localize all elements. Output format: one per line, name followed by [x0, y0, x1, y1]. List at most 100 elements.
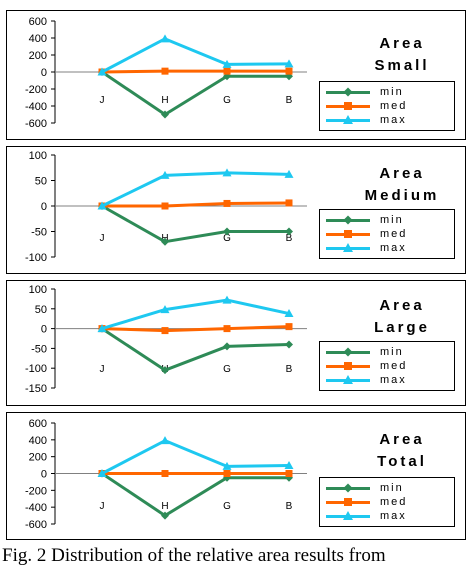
y-tick-label: -200	[25, 84, 47, 96]
legend-marker	[344, 102, 352, 110]
series-max-point	[97, 324, 107, 333]
legend-swatch-min	[326, 215, 370, 225]
legend-marker	[343, 115, 353, 124]
x-tick-label: G	[223, 95, 231, 106]
y-tick-label: 0	[41, 201, 47, 213]
series-max-point	[284, 309, 294, 318]
y-tick-label: -150	[25, 383, 47, 395]
legend-label: max	[380, 242, 407, 254]
series-med	[98, 199, 293, 210]
series-min-point	[161, 366, 169, 375]
legend-marker	[343, 511, 353, 520]
chart-panel-area-small: 600 400 200 0 -200 -400 -600 J H G B Area Small mi…	[6, 10, 466, 140]
legend-item-min: min	[326, 213, 448, 227]
legend-label: max	[380, 114, 407, 126]
series-line-med	[101, 69, 289, 74]
chart-title: Area Small	[347, 33, 457, 77]
legend-label: med	[380, 228, 408, 240]
x-tick-label: J	[100, 233, 105, 244]
x-tick-label: G	[223, 364, 231, 375]
legend-label: max	[380, 374, 407, 386]
legend-swatch-min	[326, 87, 370, 97]
legend-marker	[343, 243, 353, 252]
series-max	[97, 436, 294, 477]
series-max-point	[284, 59, 294, 68]
y-tick-label: 400	[29, 33, 47, 45]
chart-title-line-1: Area	[379, 165, 425, 182]
x-tick-label: H	[161, 501, 168, 512]
series-min	[98, 324, 293, 375]
series-max-point	[97, 469, 107, 477]
legend-swatch-min	[326, 483, 370, 493]
series-max-point	[284, 169, 294, 178]
y-tick-label: -200	[25, 485, 47, 497]
legend-item-max: max	[326, 113, 448, 127]
legend-marker	[344, 498, 352, 506]
series-line-med	[101, 325, 290, 333]
x-tick-label: H	[161, 95, 168, 106]
series-line-min	[101, 472, 289, 518]
legend-item-min: min	[326, 85, 448, 99]
chart-plot-area-total: 600 400 200 0 -200 -400 -600 J H G B	[25, 418, 307, 531]
legend-swatch-max	[326, 511, 370, 521]
series-line-max	[101, 37, 290, 74]
legend-swatch-min	[326, 347, 370, 357]
y-tick-label: -100	[25, 363, 47, 375]
legend-swatch-max	[326, 115, 370, 125]
series-max-point	[160, 34, 170, 43]
y-tick-label: 50	[35, 304, 47, 316]
chart-title-line-2: Large	[374, 319, 430, 336]
legend-marker	[343, 87, 353, 97]
series-med-point	[161, 67, 169, 75]
chart-title: Area Large	[347, 295, 457, 339]
legend-swatch-med	[326, 101, 370, 111]
legend-swatch-med	[326, 497, 370, 507]
chart-title-line-2: Medium	[364, 187, 440, 204]
y-tick-label: 50	[35, 176, 47, 188]
chart-legend: min med max	[319, 81, 455, 131]
series-min	[98, 469, 293, 520]
series-med	[98, 323, 293, 335]
x-tick-label: B	[286, 364, 293, 375]
series-line-med	[102, 201, 290, 208]
y-tick-label: -600	[25, 519, 47, 531]
series-max-point	[97, 67, 107, 76]
legend-item-med: med	[326, 495, 448, 509]
y-tick-label: 0	[41, 67, 47, 79]
legend-label: med	[380, 496, 408, 508]
chart-title-line-1: Area	[379, 35, 425, 52]
legend-item-med: med	[326, 99, 448, 113]
series-min	[98, 68, 293, 119]
series-med-point	[161, 470, 169, 477]
legend-marker	[343, 347, 353, 357]
legend-swatch-max	[326, 243, 370, 253]
chart-title: Area Total	[347, 429, 457, 473]
series-line-min	[101, 327, 290, 372]
series-max-point	[222, 295, 232, 304]
chart-legend: min med max	[319, 341, 455, 391]
series-line-max	[101, 171, 290, 208]
legend-item-min: min	[326, 345, 448, 359]
series-max	[97, 295, 294, 333]
series-min	[98, 202, 293, 246]
y-tick-label: -50	[31, 227, 47, 239]
legend-label: min	[380, 346, 404, 358]
series-med-point	[223, 325, 231, 333]
legend-item-med: med	[326, 359, 448, 373]
legend-item-max: max	[326, 241, 448, 255]
legend-swatch-med	[326, 229, 370, 239]
series-max-point	[160, 170, 170, 179]
y-tick-label: -50	[31, 343, 47, 355]
chart-title-line-1: Area	[379, 431, 425, 448]
legend-item-med: med	[326, 227, 448, 241]
chart-title: Area Medium	[347, 163, 457, 207]
legend-swatch-max	[326, 375, 370, 385]
series-min-point	[285, 227, 293, 236]
series-med-point	[223, 199, 231, 207]
y-tick-label: 0	[41, 469, 47, 481]
legend-label: med	[380, 360, 408, 372]
figure-caption: Fig. 2 Distribution of the relative area…	[2, 545, 386, 566]
